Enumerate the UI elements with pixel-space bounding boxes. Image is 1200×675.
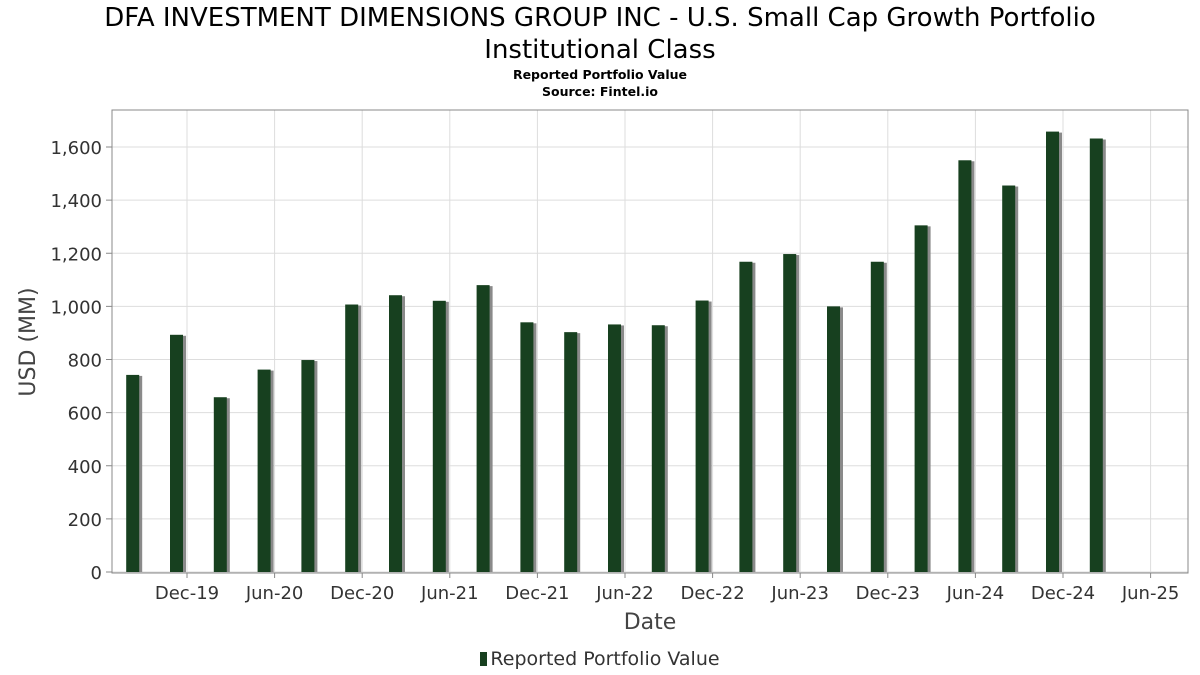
x-tick-label: Jun-25 (1121, 583, 1180, 604)
plot-area (111, 109, 1189, 574)
y-tick-label: 1,200 (50, 244, 102, 265)
bar (1046, 131, 1059, 572)
y-tick-label: 600 (68, 404, 102, 425)
x-tick-label: Jun-21 (420, 583, 479, 604)
x-tick-label: Dec-20 (330, 583, 394, 604)
y-axis-ticks: 0 200 400 600 800 1,000 1,200 1,400 1,600 (50, 138, 112, 584)
chart-title: DFA INVESTMENT DIMENSIONS GROUP INC - U.… (0, 2, 1200, 66)
bar (870, 261, 884, 572)
y-tick-label: 1,400 (50, 191, 102, 212)
bar (695, 300, 709, 572)
x-tick-label: Dec-21 (505, 583, 569, 604)
y-tick-label: 200 (68, 510, 102, 531)
x-tick-label: Dec-24 (1031, 583, 1095, 604)
bar (608, 324, 621, 572)
x-tick-label: Dec-22 (680, 583, 744, 604)
legend: Reported Portfolio Value (0, 648, 1200, 670)
y-tick-label: 0 (91, 563, 102, 584)
bar (914, 225, 928, 572)
x-tick-label: Dec-19 (155, 583, 219, 604)
bar (213, 397, 227, 572)
bar (1002, 185, 1016, 572)
bar (958, 160, 972, 572)
x-axis-label: Date (624, 610, 677, 635)
bar (301, 360, 315, 572)
y-tick-label: 1,000 (50, 297, 102, 318)
legend-swatch (480, 652, 488, 666)
bar (564, 332, 578, 572)
bar (476, 285, 490, 572)
legend-label: Reported Portfolio Value (490, 648, 720, 670)
x-tick-label: Jun-23 (770, 583, 829, 604)
bar (827, 306, 840, 572)
bar (739, 261, 753, 572)
bar (170, 334, 183, 572)
bar (520, 322, 534, 572)
y-tick-label: 1,600 (50, 138, 102, 159)
x-tick-label: Jun-20 (245, 583, 304, 604)
bar (432, 300, 446, 572)
x-tick-label: Jun-24 (946, 583, 1005, 604)
bar (783, 254, 797, 572)
bar (1089, 138, 1103, 572)
bar (389, 295, 402, 572)
y-tick-label: 800 (68, 351, 102, 372)
bar (651, 325, 665, 572)
chart-subtitle: Reported Portfolio Value (512, 67, 688, 82)
x-tick-label: Dec-23 (856, 583, 920, 604)
x-axis-ticks: Dec-19 Jun-20 Dec-20 Jun-21 Dec-21 Jun-22 Dec-… (155, 573, 1179, 604)
bars (126, 131, 1106, 572)
y-tick-label: 400 (68, 457, 102, 478)
chart-title-line1: DFA INVESTMENT DIMENSIONS GROUP INC - U.… (104, 3, 1096, 33)
bar (345, 304, 359, 572)
chart-source: Source: Fintel.io (542, 84, 658, 99)
chart-title-line2: Institutional Class (484, 35, 716, 65)
x-tick-label: Jun-22 (595, 583, 654, 604)
bar (257, 369, 271, 572)
bar (126, 374, 140, 572)
y-axis-label: USD (MM) (16, 287, 41, 396)
